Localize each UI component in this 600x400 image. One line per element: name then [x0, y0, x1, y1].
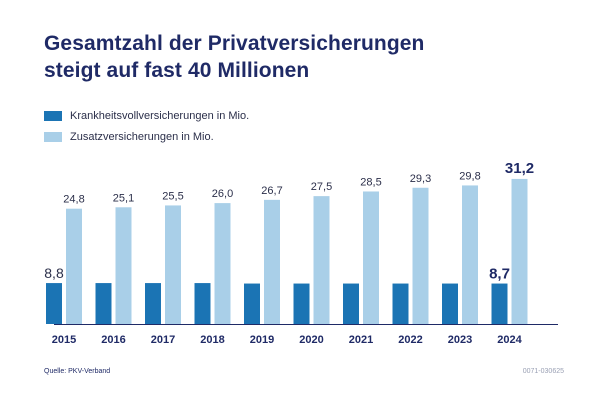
- bar-full-insurance-2016: [95, 283, 112, 324]
- chart-title: Gesamtzahl der Privatversicherungen stei…: [44, 30, 425, 84]
- x-tick-label-2023: 2023: [448, 334, 472, 346]
- legend-item-full-insurance: Krankheitsvollversicherungen in Mio.: [44, 107, 249, 125]
- x-tick-label-2015: 2015: [52, 334, 76, 346]
- x-tick-label-2021: 2021: [349, 334, 373, 346]
- legend-swatch-full-insurance: [44, 111, 62, 121]
- data-label-supplementary-insurance-2018: 26,0: [212, 188, 233, 200]
- bar-full-insurance-2017: [145, 283, 161, 324]
- bar-supplementary-insurance-2020: [313, 196, 330, 324]
- bar-supplementary-insurance-2023: [462, 185, 478, 324]
- x-tick-label-2019: 2019: [250, 334, 274, 346]
- data-label-full-insurance-2024: 8,7: [489, 266, 510, 283]
- bar-full-insurance-2022: [392, 283, 409, 324]
- bar-full-insurance-2024: [491, 283, 508, 324]
- data-label-supplementary-insurance-2021: 28,5: [360, 176, 381, 188]
- data-label-supplementary-insurance-2017: 25,5: [162, 190, 183, 202]
- chart-title-line-2: steigt auf fast 40 Millionen: [44, 59, 310, 82]
- bar-supplementary-insurance-2015: [66, 208, 82, 324]
- data-label-supplementary-insurance-2015: 24,8: [63, 194, 84, 206]
- bar-supplementary-insurance-2018: [214, 203, 231, 324]
- legend-label-full-insurance: Krankheitsvollversicherungen in Mio.: [70, 110, 250, 122]
- chart-title-line-1: Gesamtzahl der Privatversicherungen: [44, 32, 425, 55]
- bar-supplementary-insurance-2019: [264, 199, 280, 324]
- data-label-supplementary-insurance-2023: 29,8: [459, 170, 480, 182]
- bar-full-insurance-2021: [343, 283, 359, 324]
- legend-label-supplementary-insurance: Zusatzversicherungen in Mio.: [70, 131, 214, 143]
- legend-item-supplementary-insurance: Zusatzversicherungen in Mio.: [44, 128, 249, 146]
- bar-full-insurance-2018: [194, 283, 211, 324]
- data-label-supplementary-insurance-2022: 29,3: [410, 173, 431, 185]
- data-label-full-insurance-2015: 8,8: [44, 265, 64, 281]
- x-tick-label-2018: 2018: [200, 334, 224, 346]
- data-label-supplementary-insurance-2024: 31,2: [505, 160, 534, 177]
- bar-supplementary-insurance-2021: [363, 191, 379, 324]
- source-note: Quelle: PKV-Verband: [44, 368, 111, 375]
- bar-supplementary-insurance-2016: [115, 207, 132, 324]
- x-tick-label-2022: 2022: [398, 334, 422, 346]
- bar-supplementary-insurance-2024: [511, 178, 528, 324]
- x-tick-label-2017: 2017: [151, 334, 175, 346]
- x-tick-label-2020: 2020: [299, 334, 323, 346]
- legend-swatch-supplementary-insurance: [44, 132, 62, 142]
- bar-full-insurance-2015: [46, 283, 62, 324]
- bar-full-insurance-2020: [293, 283, 310, 324]
- x-tick-label-2024: 2024: [497, 334, 522, 346]
- bar-supplementary-insurance-2022: [412, 187, 429, 324]
- legend: Krankheitsvollversicherungen in Mio. Zus…: [44, 107, 249, 149]
- data-label-supplementary-insurance-2020: 27,5: [311, 181, 332, 193]
- bar-supplementary-insurance-2017: [165, 205, 181, 324]
- chart-code: 0071-030625: [522, 368, 564, 375]
- data-label-supplementary-insurance-2016: 25,1: [113, 192, 134, 204]
- x-tick-label-2016: 2016: [101, 334, 125, 346]
- bar-full-insurance-2023: [442, 283, 458, 324]
- bar-full-insurance-2019: [244, 283, 260, 324]
- data-label-supplementary-insurance-2019: 26,7: [261, 185, 282, 197]
